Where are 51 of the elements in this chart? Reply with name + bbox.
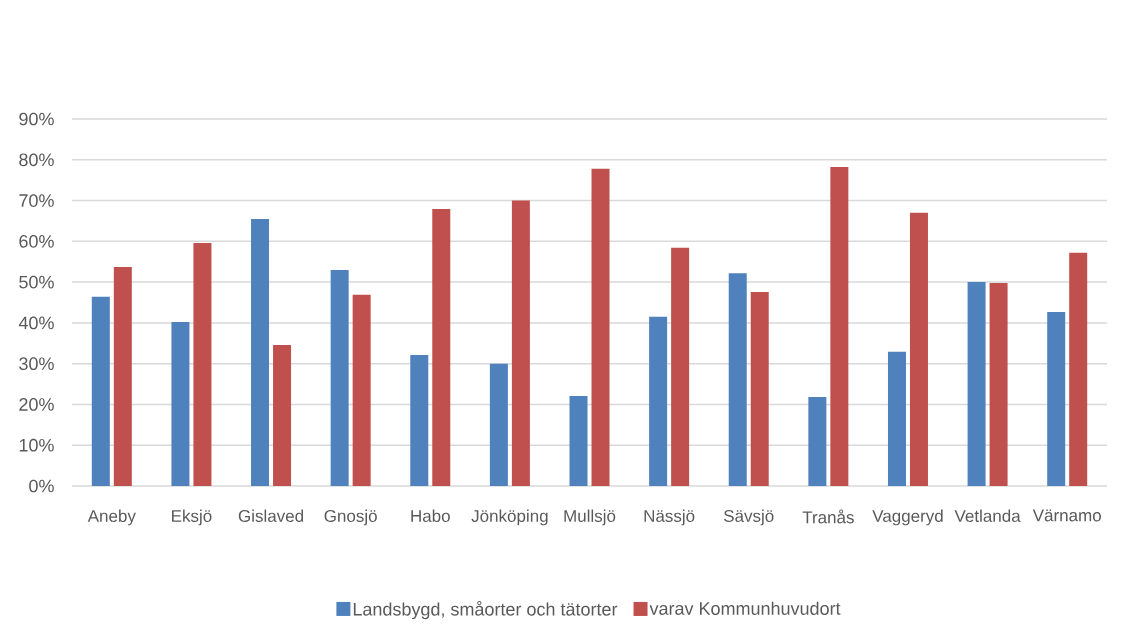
bar <box>1069 252 1088 486</box>
x-tick-label: Tranås <box>802 509 854 524</box>
bar <box>410 355 429 486</box>
x-tick-label: Eksjö <box>172 509 212 526</box>
bar <box>352 294 371 486</box>
y-tick-label: 40% <box>18 316 54 330</box>
bar <box>808 397 827 486</box>
y-tick-label: 70% <box>19 194 54 207</box>
bar <box>569 395 588 486</box>
x-tick-label: Jönköping <box>471 509 548 526</box>
bar <box>91 296 110 486</box>
x-tick-label: Gislaved <box>238 509 304 523</box>
bar <box>989 282 1008 486</box>
y-tick-label: 50% <box>19 275 54 289</box>
bar <box>193 242 212 486</box>
x-tick-label: Vaggeryd <box>872 509 943 526</box>
bar <box>967 282 986 486</box>
y-tick-label: 10% <box>19 438 54 452</box>
bar <box>489 363 508 486</box>
bar <box>432 209 451 486</box>
bar <box>171 322 190 486</box>
y-tick-label: 0% <box>29 479 54 493</box>
x-tick-label: Gnosjö <box>324 509 377 526</box>
x-tick-label: Sävsjö <box>723 509 774 526</box>
bar <box>909 212 928 486</box>
bar <box>273 344 292 486</box>
bar <box>591 168 610 486</box>
bar <box>671 247 690 486</box>
y-tick-label: 30% <box>19 357 54 371</box>
y-tick-label: 90% <box>19 112 54 126</box>
x-tick-label: Vetlanda <box>954 509 1021 523</box>
bar <box>113 267 132 486</box>
bar <box>830 167 849 486</box>
y-tick-label: 60% <box>19 234 54 248</box>
bar <box>887 351 906 486</box>
x-tick-label: Värnamo <box>1032 509 1101 522</box>
y-tick-label: 80% <box>19 153 54 167</box>
x-tick-label: Nässjö <box>644 509 695 526</box>
x-tick-label: Habo <box>411 509 450 523</box>
bar <box>251 218 270 486</box>
legend-label: varav Kommunhuvudort <box>649 601 841 615</box>
bar <box>511 200 530 486</box>
bar <box>330 269 349 486</box>
bar <box>750 291 769 486</box>
x-tick-label: Aneby <box>87 509 136 526</box>
bar <box>649 316 668 486</box>
legend-label: Landsbygd, småorter och tätorter <box>353 600 618 620</box>
y-tick-label: 20% <box>19 398 54 411</box>
bar <box>728 273 747 486</box>
bar <box>1047 311 1066 486</box>
x-tick-label: Mullsjö <box>564 509 616 526</box>
